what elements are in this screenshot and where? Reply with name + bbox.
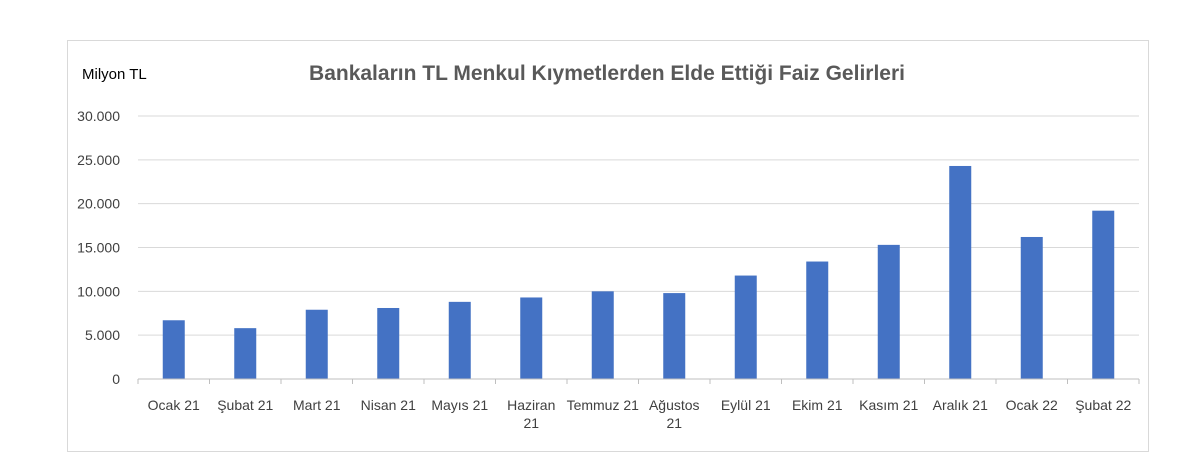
x-tick-label: Şubat 21 — [217, 397, 273, 413]
y-axis-ticks: 0 5.000 10.000 15.000 20.000 25.000 30.000 — [77, 108, 120, 387]
y-tick-label: 5.000 — [85, 327, 120, 343]
x-tick-label: Ekim 21 — [792, 397, 843, 413]
x-tick-label: Temmuz 21 — [567, 397, 640, 413]
x-tick-label: Eylül 21 — [721, 397, 771, 413]
y-tick-label: 20.000 — [77, 196, 120, 212]
x-tick-label: Şubat 22 — [1075, 397, 1131, 413]
y-tick-label: 10.000 — [77, 283, 120, 299]
x-tick-label: Haziran 21 — [507, 397, 555, 431]
x-axis-ticks: Ocak 21 Şubat 21 Mart 21 Nisan 21 Mayıs 21 Ha… — [137, 379, 1140, 431]
bar — [1092, 210, 1115, 379]
x-tick-label: Ağustos 21 — [649, 397, 700, 431]
bars — [162, 165, 1115, 379]
bar — [377, 307, 400, 379]
x-tick-label: Mayıs 21 — [431, 397, 488, 413]
x-tick-label: Kasım 21 — [859, 397, 918, 413]
y-tick-label: 15.000 — [77, 240, 120, 256]
bar — [234, 328, 257, 379]
bar — [305, 309, 328, 379]
bar — [877, 244, 900, 379]
bar — [663, 293, 686, 379]
y-tick-label: 30.000 — [77, 108, 120, 124]
x-tick-label: Aralık 21 — [933, 397, 988, 413]
bar — [1020, 236, 1043, 379]
bar — [806, 261, 829, 379]
bar — [520, 297, 543, 379]
y-tick-label: 25.000 — [77, 152, 120, 168]
x-tick-label: Ocak 22 — [1006, 397, 1058, 413]
bar — [591, 291, 614, 379]
bar — [949, 165, 972, 379]
x-tick-label: Nisan 21 — [361, 397, 416, 413]
x-tick-label: Ocak 21 — [148, 397, 200, 413]
y-axis-unit-label: Milyon TL — [82, 66, 147, 83]
gridlines — [138, 115, 1139, 336]
x-tick-label: Mart 21 — [293, 397, 341, 413]
chart-title: Bankaların TL Menkul Kıymetlerden Elde E… — [309, 62, 905, 85]
bar — [734, 275, 757, 379]
bar — [162, 320, 185, 379]
bar — [448, 301, 471, 379]
y-tick-label: 0 — [112, 371, 120, 387]
